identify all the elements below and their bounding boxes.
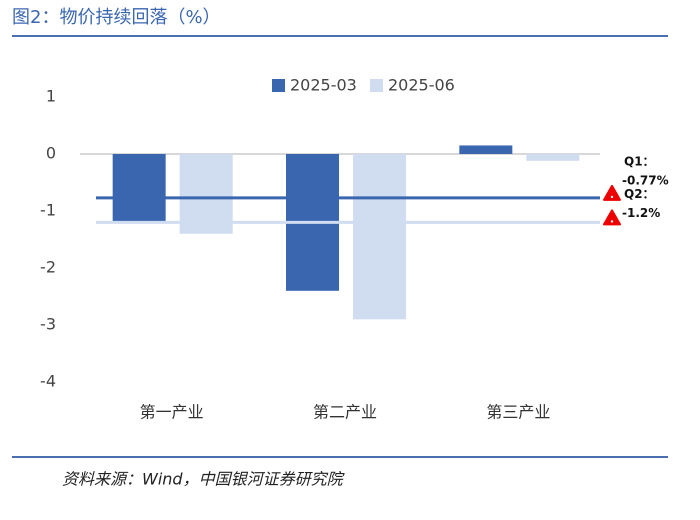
y-tick-label: 0 xyxy=(46,144,56,163)
y-tick-label: -1 xyxy=(40,201,56,220)
y-tick-label: -3 xyxy=(40,315,56,334)
y-tick-label: -4 xyxy=(40,372,56,391)
source-note: 资料来源：Wind，中国银河证券研究院 xyxy=(62,470,346,489)
reference-value-label: -0.77% xyxy=(622,173,669,187)
x-tick-label: 第二产业 xyxy=(313,403,377,422)
x-tick-label: 第三产业 xyxy=(486,403,550,422)
x-tick-label: 第一产业 xyxy=(140,403,204,422)
legend-swatch xyxy=(370,79,383,92)
bar xyxy=(459,145,513,154)
legend-swatch xyxy=(272,79,285,92)
warning-icon-dot xyxy=(610,220,614,223)
chart-title: 图2：物价持续回落（%） xyxy=(12,7,221,28)
bar xyxy=(353,154,406,320)
y-tick-label: 1 xyxy=(46,87,56,106)
legend-label: 2025-06 xyxy=(388,76,455,95)
bar xyxy=(179,154,233,234)
legend-label: 2025-03 xyxy=(290,76,357,95)
warning-icon xyxy=(603,209,621,226)
warning-icon xyxy=(603,184,621,201)
bar xyxy=(526,154,580,161)
reference-name: Q2： xyxy=(624,187,655,201)
reference-name: Q1： xyxy=(624,154,655,168)
y-tick-label: -2 xyxy=(40,258,56,277)
warning-icon-dot xyxy=(610,195,614,199)
reference-value-label: -1.2% xyxy=(622,206,660,220)
bar xyxy=(112,154,166,223)
